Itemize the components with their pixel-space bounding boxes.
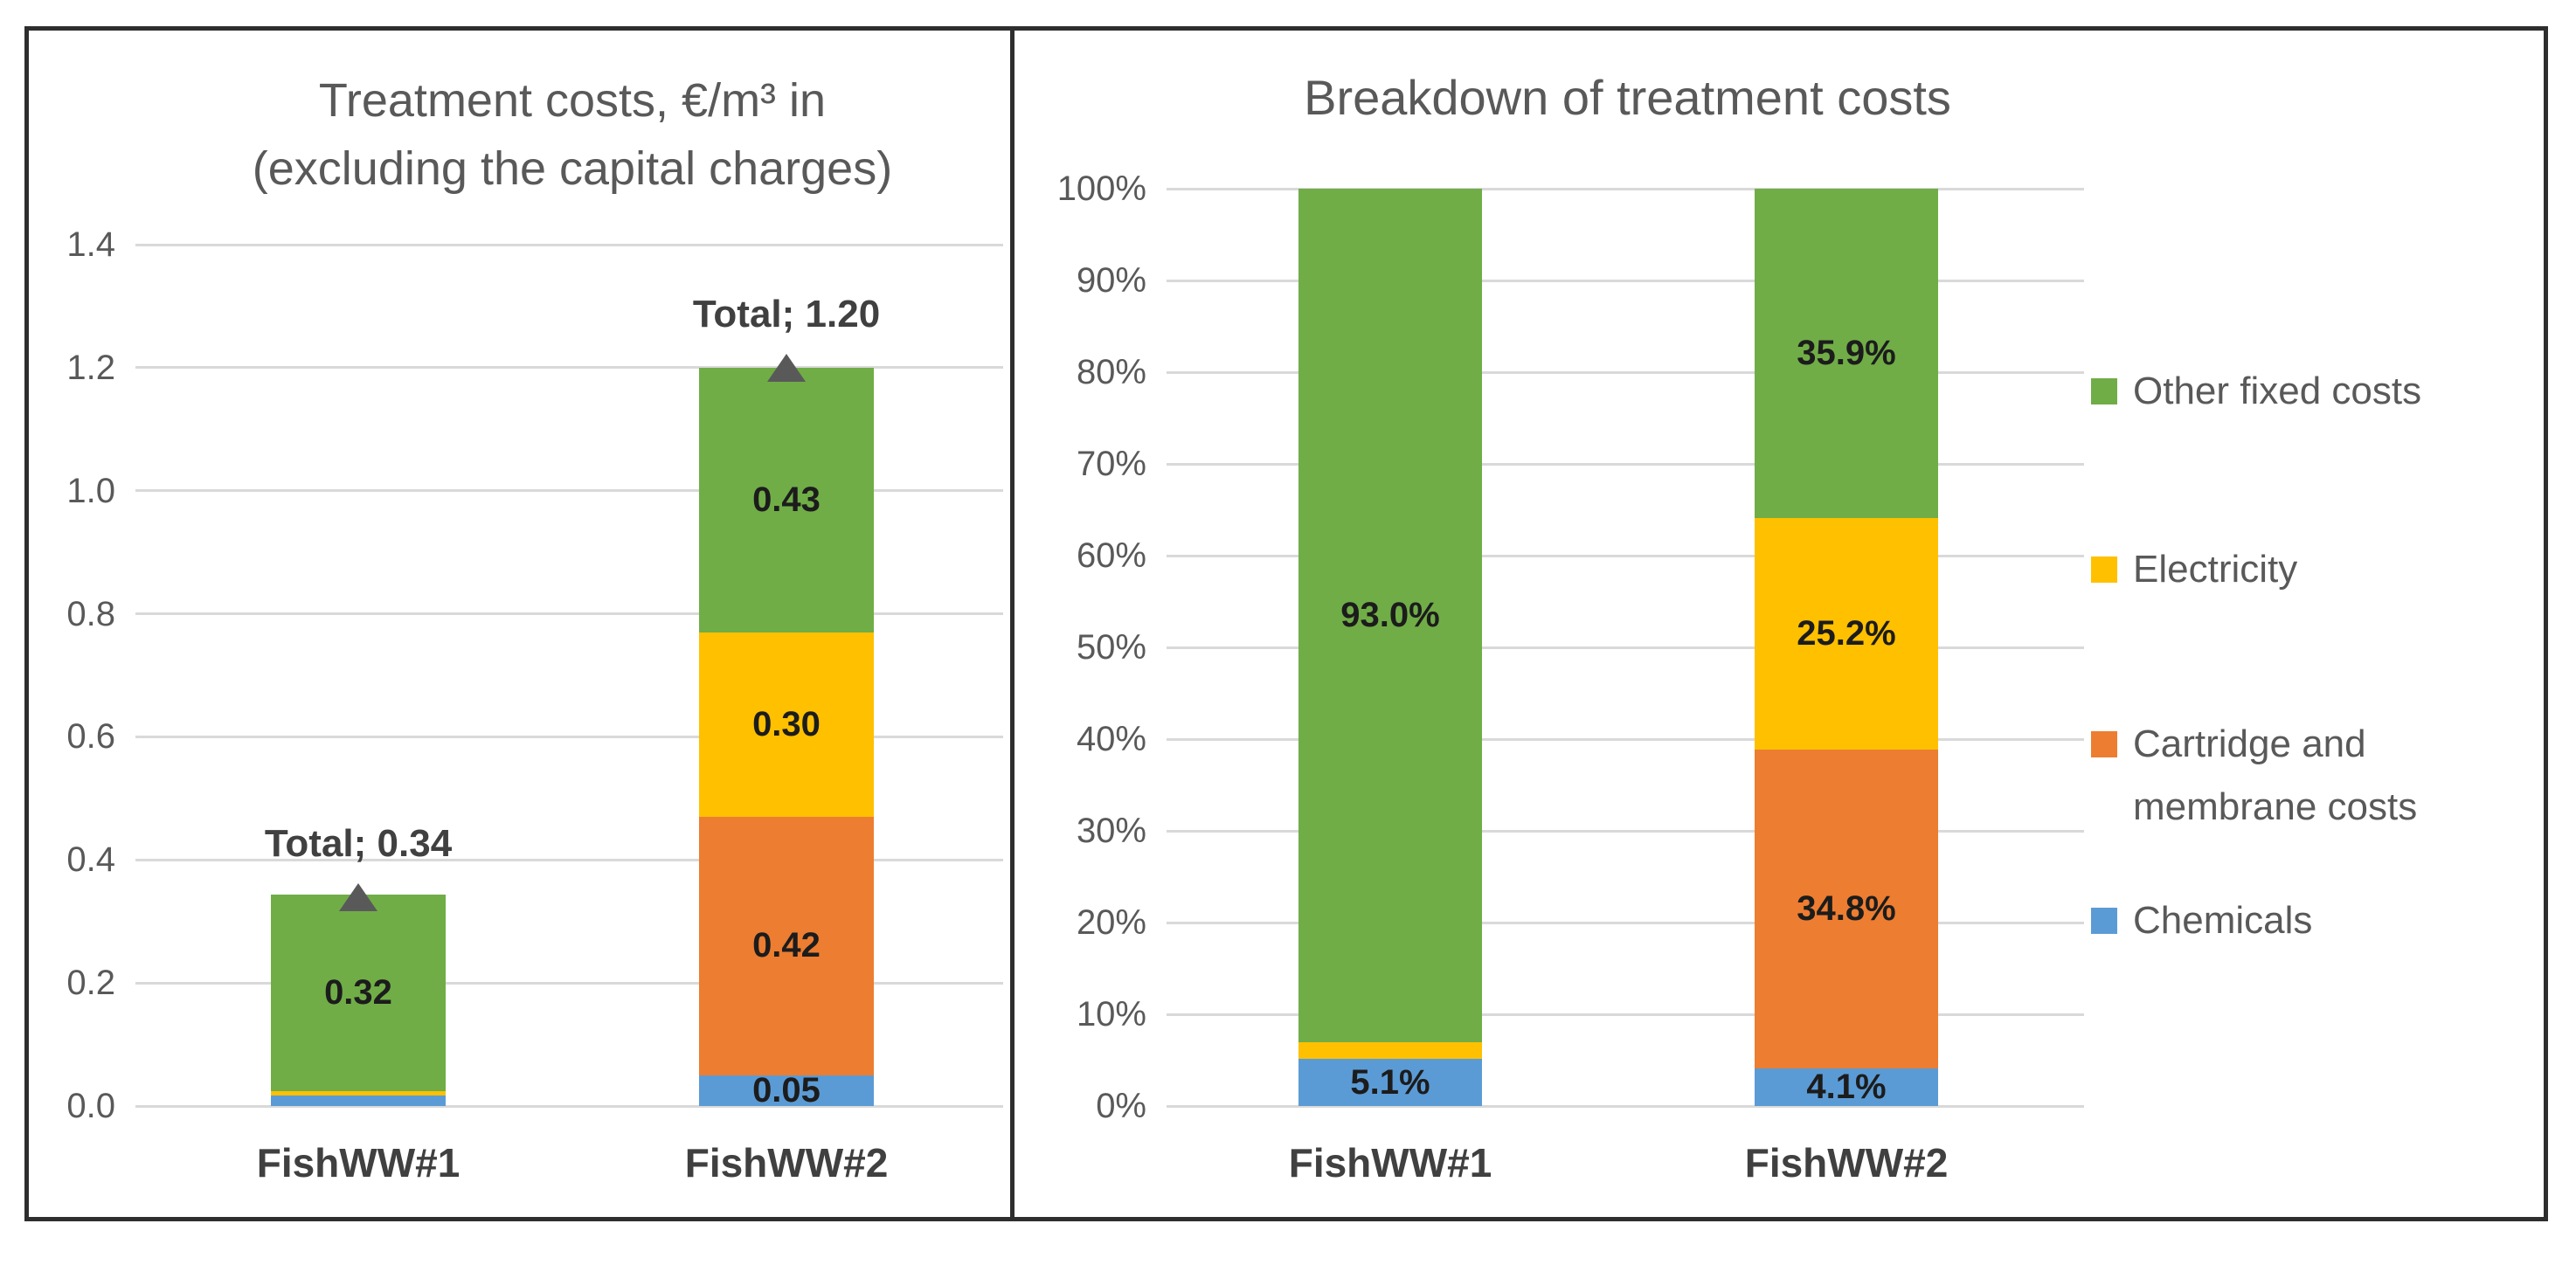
y-axis-tick-label: 30% xyxy=(1076,812,1146,850)
legend-label: Electricity xyxy=(2133,548,2298,591)
total-data-label: Total; 1.20 xyxy=(692,292,881,335)
bar-segment-chemicals: 4.1% xyxy=(1755,1068,1938,1106)
bar-segment-chemicals xyxy=(271,1096,446,1106)
x-axis-category-label: FishWW#2 xyxy=(1744,1140,1949,1186)
y-axis-tick-label: 1.2 xyxy=(66,348,115,387)
gridline xyxy=(135,489,1003,493)
segment-data-label: 35.9% xyxy=(1797,333,1896,372)
total-data-label: Total; 0.34 xyxy=(264,821,453,865)
legend-item-chemicals: Chemicals xyxy=(2091,889,2537,952)
gridline xyxy=(1167,829,2084,833)
x-axis-category-label: FishWW#1 xyxy=(256,1140,460,1186)
bar-segment-cartridge-and-membrane-costs: 0.42 xyxy=(699,816,874,1075)
gridline xyxy=(1167,279,2084,282)
y-axis-tick-label: 100% xyxy=(1056,169,1146,208)
y-axis-tick-label: 90% xyxy=(1076,261,1146,300)
gridline xyxy=(1167,1104,2084,1108)
bar-segment-electricity: 0.30 xyxy=(699,632,874,817)
legend-label: Other fixed costs xyxy=(2133,370,2422,412)
bar-segment-chemicals: 5.1% xyxy=(1298,1059,1482,1106)
legend-label: Cartridge and membrane costs xyxy=(2133,722,2418,828)
segment-data-label: 25.2% xyxy=(1797,613,1896,653)
bar-segment-electricity xyxy=(1298,1041,1482,1060)
y-axis-tick-label: 0% xyxy=(1096,1087,1146,1125)
gridline xyxy=(1167,462,2084,466)
segment-data-label: 0.32 xyxy=(324,972,392,1012)
total-marker-icon xyxy=(339,882,377,911)
legend-swatch-other-fixed-costs xyxy=(2091,378,2117,404)
y-axis-tick-label: 20% xyxy=(1076,903,1146,942)
y-axis-tick-label: 1.4 xyxy=(66,225,115,264)
segment-data-label: 4.1% xyxy=(1806,1067,1887,1106)
gridline xyxy=(1167,187,2084,190)
segment-data-label: 93.0% xyxy=(1340,595,1440,634)
left-chart-title-line1: Treatment costs, €/m³ in xyxy=(318,74,827,127)
gridline xyxy=(135,735,1003,738)
gridline xyxy=(135,612,1003,616)
bar-segment-electricity: 25.2% xyxy=(1755,517,1938,750)
legend-item-other-fixed-costs: Other fixed costs xyxy=(2091,360,2537,423)
gridline xyxy=(135,858,1003,861)
y-axis-tick-label: 0.0 xyxy=(66,1087,115,1125)
right-chart-title: Breakdown of treatment costs xyxy=(1304,70,1951,125)
y-axis-tick-label: 1.0 xyxy=(66,471,115,510)
gridline xyxy=(135,243,1003,246)
bar-segment-cartridge-and-membrane-costs: 34.8% xyxy=(1755,749,1938,1068)
bar-segment-other-fixed-costs: 0.43 xyxy=(699,367,874,632)
y-axis-tick-label: 60% xyxy=(1076,536,1146,575)
segment-data-label: 5.1% xyxy=(1350,1062,1430,1102)
bar-segment-other-fixed-costs: 93.0% xyxy=(1298,189,1482,1042)
y-axis-tick-label: 80% xyxy=(1076,353,1146,391)
bar-segment-electricity xyxy=(271,1091,446,1096)
y-axis-tick-label: 0.6 xyxy=(66,717,115,757)
y-axis-tick-label: 50% xyxy=(1076,628,1146,667)
y-axis-tick-label: 0.8 xyxy=(66,594,115,633)
gridline xyxy=(1167,921,2084,924)
legend-label: Chemicals xyxy=(2133,899,2313,942)
segment-data-label: 0.42 xyxy=(752,926,821,965)
gridline xyxy=(135,366,1003,370)
legend-swatch-electricity xyxy=(2091,556,2117,583)
legend-swatch-cartridge-and-membrane-costs xyxy=(2091,731,2117,757)
legend-item-cartridge-and-membrane-costs: Cartridge and membrane costs xyxy=(2091,713,2537,839)
gridline xyxy=(1167,737,2084,741)
legend-swatch-chemicals xyxy=(2091,908,2117,934)
panel-divider xyxy=(1010,26,1014,1221)
x-axis-category-label: FishWW#1 xyxy=(1288,1140,1492,1186)
gridline xyxy=(1167,646,2084,649)
left-chart-title: Treatment costs, €/m³ in (excluding the … xyxy=(140,66,1005,203)
y-axis-tick-label: 0.2 xyxy=(66,964,115,1003)
left-chart-title-line2: (excluding the capital charges) xyxy=(252,142,893,195)
chart-frame-border xyxy=(24,26,2548,1221)
segment-data-label: 0.05 xyxy=(752,1070,821,1109)
legend-item-electricity: Electricity xyxy=(2091,538,2537,601)
gridline xyxy=(1167,554,2084,557)
gridline xyxy=(1167,370,2084,374)
segment-data-label: 0.30 xyxy=(752,704,821,743)
segment-data-label: 0.43 xyxy=(752,480,821,519)
y-axis-tick-label: 10% xyxy=(1076,995,1146,1033)
y-axis-tick-label: 40% xyxy=(1076,720,1146,758)
bar-segment-other-fixed-costs: 35.9% xyxy=(1755,189,1938,518)
segment-data-label: 34.8% xyxy=(1797,888,1896,928)
gridline xyxy=(1167,1013,2084,1016)
y-axis-tick-label: 70% xyxy=(1076,445,1146,483)
bar-segment-other-fixed-costs: 0.32 xyxy=(271,894,446,1092)
bar-segment-chemicals: 0.05 xyxy=(699,1071,874,1109)
x-axis-category-label: FishWW#2 xyxy=(684,1140,889,1186)
y-axis-tick-label: 0.4 xyxy=(66,840,115,880)
gridline xyxy=(135,1104,1003,1108)
gridline xyxy=(135,981,1003,985)
total-marker-icon xyxy=(767,353,806,382)
